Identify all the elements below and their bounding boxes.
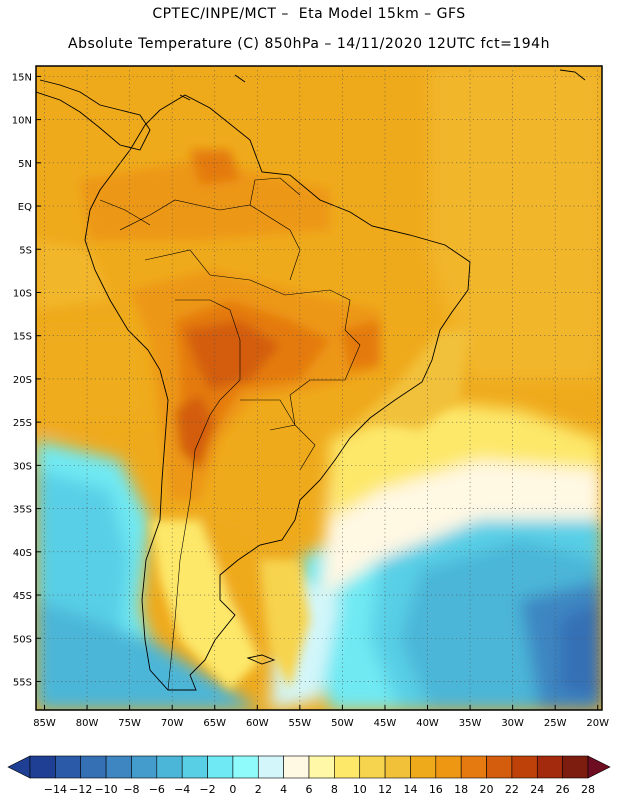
colorbar-swatch <box>410 755 437 779</box>
colorbar-swatch <box>156 755 183 779</box>
colorbar-swatch <box>105 755 132 779</box>
country-borders <box>99 177 361 691</box>
colorbar-swatch <box>308 755 335 779</box>
colorbar-swatch <box>562 755 589 779</box>
latitude-label: 30S <box>13 461 32 472</box>
longitude-label: 50W <box>331 718 354 729</box>
colorbar-swatch <box>283 755 310 779</box>
longitude-label: 60W <box>246 718 269 729</box>
colorbar-tick-label: 10 <box>353 783 367 796</box>
longitude-label: 65W <box>203 718 226 729</box>
map-frame <box>35 65 603 711</box>
temperature-colorbar <box>7 755 611 779</box>
colorbar-tick-label: −12 <box>69 783 92 796</box>
latitude-label: 10S <box>13 288 32 299</box>
colorbar-tick-label: −2 <box>199 783 215 796</box>
colorbar-tick-label: 12 <box>378 783 392 796</box>
colorbar-swatch <box>207 755 234 779</box>
colorbar-tick-label: −8 <box>123 783 139 796</box>
colorbar-tick-label: 26 <box>556 783 570 796</box>
colorbar-swatch <box>55 755 82 779</box>
colorbar-tick-label: 20 <box>480 783 494 796</box>
latitude-label: 50S <box>13 634 32 645</box>
latitude-label: 15S <box>13 332 32 343</box>
colorbar-swatch <box>29 755 56 779</box>
colorbar-swatch <box>257 755 284 779</box>
colorbar-tick-label: 4 <box>280 783 287 796</box>
colorbar-tick-label: 8 <box>331 783 338 796</box>
colorbar-swatch <box>511 755 538 779</box>
colorbar-tick-label: −10 <box>94 783 117 796</box>
colorbar-tick-label: 0 <box>229 783 236 796</box>
longitude-label: 80W <box>76 718 99 729</box>
temperature-field <box>36 66 602 710</box>
colorbar-tick-label: −4 <box>174 783 190 796</box>
south-america-coastline <box>84 94 471 691</box>
latitude-labels: 15N 10N 5N EQ 5S 10S 15S 20S 25S 30S 35S 40S 45S 50S 5… <box>12 72 32 688</box>
colorbar-swatch <box>131 755 158 779</box>
colorbar-tick-label: 22 <box>505 783 519 796</box>
colorbar-tick-label: 18 <box>454 783 468 796</box>
longitude-label: 30W <box>501 718 524 729</box>
caribbean-islands <box>179 69 586 101</box>
colorbar-swatch <box>384 755 411 779</box>
latitude-label: 55S <box>13 677 32 688</box>
longitude-label: 85W <box>33 718 56 729</box>
colorbar-tick-labels: −14 −12 −10 −8 −6 −4 −2 0 2 4 6 8 10 12 14 16 18 20 22 24 26… <box>44 783 595 796</box>
latitude-label: 5N <box>18 159 32 170</box>
longitude-label: 70W <box>161 718 184 729</box>
colorbar-swatch <box>460 755 487 779</box>
map-title-line-2: Absolute Temperature (C) 850hPa – 14/11/… <box>68 36 550 52</box>
graticule <box>36 66 602 710</box>
longitude-label: 20W <box>586 718 609 729</box>
latitude-label: 20S <box>13 375 32 386</box>
colorbar-over-triangle <box>587 755 611 779</box>
map-title-line-1: CPTEC/INPE/MCT – Eta Model 15km – GFS <box>152 6 466 22</box>
latitude-label: 45S <box>13 591 32 602</box>
falkland-islands <box>246 654 276 665</box>
colorbar-swatch <box>536 755 563 779</box>
colorbar-tick-label: 16 <box>429 783 443 796</box>
colorbar-swatch <box>435 755 462 779</box>
colorbar-tick-label: −6 <box>149 783 165 796</box>
colorbar-swatch <box>181 755 208 779</box>
latitude-label: EQ <box>18 202 32 213</box>
central-america-coastline <box>36 79 151 151</box>
latitude-label: 25S <box>13 418 32 429</box>
colorbar-tick-label: 14 <box>403 783 417 796</box>
colorbar-tick-label: −14 <box>44 783 67 796</box>
colorbar-swatch <box>486 755 513 779</box>
colorbar-under-triangle <box>7 755 31 779</box>
longitude-label: 45W <box>374 718 397 729</box>
coastline-and-borders <box>36 69 586 691</box>
latitude-label: 35S <box>13 505 32 516</box>
latitude-label: 5S <box>19 245 32 256</box>
longitude-label: 75W <box>118 718 141 729</box>
latitude-label: 15N <box>12 72 32 83</box>
colorbar-swatch <box>334 755 361 779</box>
latitude-label: 10N <box>12 116 32 127</box>
colorbar-tick-label: 6 <box>306 783 313 796</box>
colorbar-swatch <box>232 755 259 779</box>
longitude-label: 35W <box>459 718 482 729</box>
colorbar-swatch <box>80 755 107 779</box>
colorbar-swatch <box>359 755 386 779</box>
longitude-label: 55W <box>289 718 312 729</box>
latitude-label: 40S <box>13 548 32 559</box>
longitude-label: 40W <box>416 718 439 729</box>
colorbar-tick-label: 28 <box>581 783 595 796</box>
longitude-labels: 85W 80W 75W 70W 65W 60W 55W 50W 45W 40W 35W 30W 25W 2… <box>33 718 609 729</box>
colorbar-tick-label: 24 <box>530 783 544 796</box>
longitude-label: 25W <box>544 718 567 729</box>
colorbar-tick-label: 2 <box>255 783 262 796</box>
